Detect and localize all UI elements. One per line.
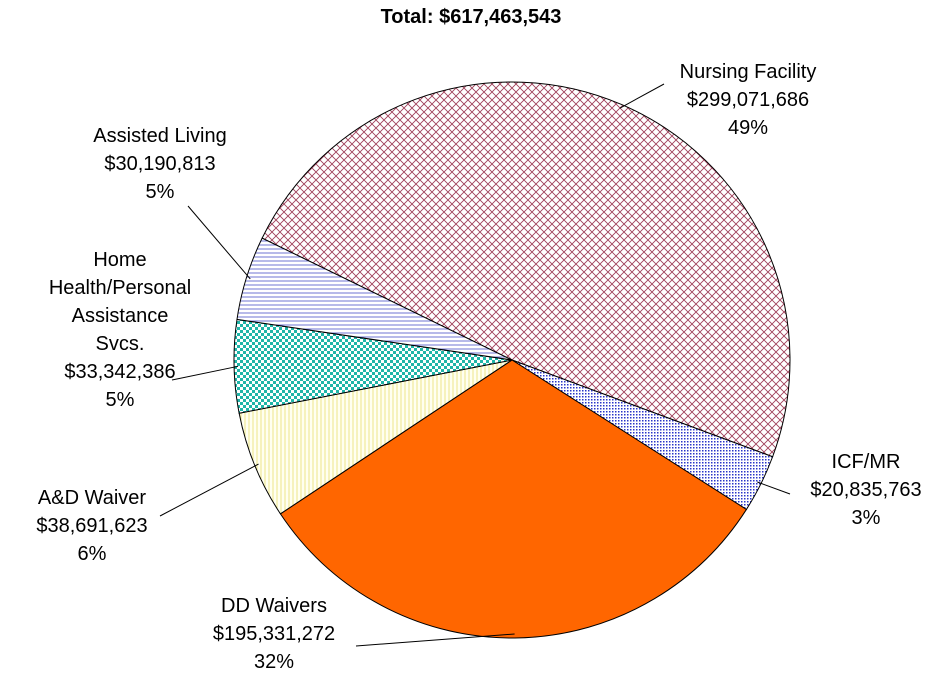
leader-line: [757, 481, 791, 495]
value-label: $30,190,813: [104, 153, 216, 175]
value-label: $20,835,763: [810, 479, 922, 501]
category-label: DD Waivers: [221, 595, 327, 617]
slice-label: ICF/MR $20,835,763 3%: [810, 448, 921, 532]
chart-title: Total: $617,463,543: [380, 6, 562, 28]
leader-line: [159, 463, 259, 517]
category-label: Nursing Facility: [679, 61, 817, 83]
slice-label: Home Health/Personal Assistance Svcs. $33…: [49, 246, 191, 414]
pie-slice: [279, 359, 748, 639]
slice-label: DD Waivers $195,331,272 32%: [213, 592, 335, 676]
percent-label: 3%: [851, 507, 881, 529]
value-label: $33,342,386: [64, 361, 176, 383]
percent-label: 49%: [727, 117, 769, 139]
category-label: A&D Waiver: [37, 487, 147, 509]
category-label: ICF/MR: [831, 451, 901, 473]
pie-slice: [236, 237, 513, 361]
percent-label: 32%: [253, 651, 295, 673]
category-label: Assisted Living: [93, 125, 227, 147]
leader-line: [619, 83, 665, 109]
category-label: Home Health/Personal Assistance Svcs.: [48, 249, 192, 355]
slice-label: A&D Waiver $38,691,623 6%: [36, 484, 147, 568]
value-label: $299,071,686: [686, 89, 810, 111]
pie-slice: [261, 81, 791, 458]
leader-line: [187, 205, 251, 280]
percent-label: 6%: [77, 543, 107, 565]
percent-label: 5%: [105, 389, 135, 411]
value-label: $195,331,272: [212, 623, 336, 645]
leader-line: [355, 633, 515, 647]
leader-line: [171, 365, 239, 381]
slice-label: Assisted Living $30,190,813 5%: [93, 122, 226, 206]
value-label: $38,691,623: [36, 515, 148, 537]
slice-label: Nursing Facility $299,071,686 49%: [680, 58, 817, 142]
percent-label: 5%: [145, 181, 175, 203]
